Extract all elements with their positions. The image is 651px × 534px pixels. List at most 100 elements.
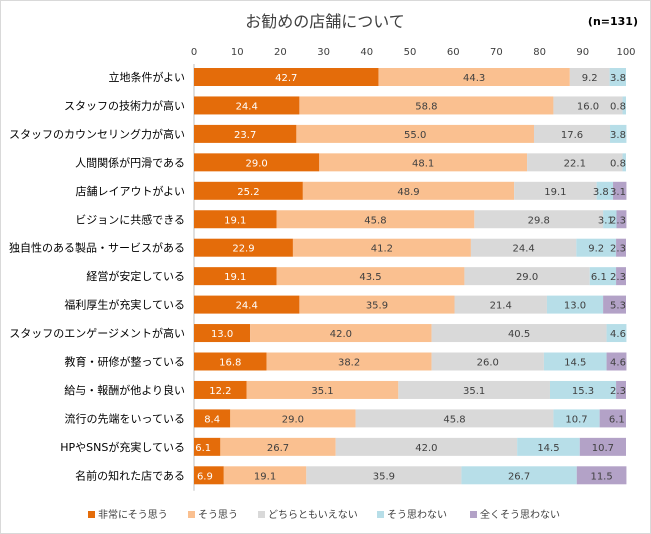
bar-segment (194, 466, 224, 485)
category-label: 経営が安定している (86, 269, 185, 283)
bar-segment (220, 437, 336, 456)
data-label: 3.1 (610, 187, 626, 198)
data-label: 4.6 (610, 358, 626, 369)
data-label: 19.1 (224, 215, 246, 226)
bar-segment (470, 238, 577, 257)
bar-segment (194, 267, 277, 286)
bar-segment (276, 267, 465, 286)
bar-segment (616, 380, 626, 399)
bar-segment (616, 210, 627, 229)
bar-segment (514, 181, 597, 200)
data-label: 29.0 (282, 414, 304, 425)
data-label: 2.3 (610, 272, 626, 283)
data-label: 44.3 (463, 73, 485, 84)
legend-swatch (188, 511, 195, 518)
bar-segment (606, 352, 627, 371)
bar-segment (194, 210, 277, 229)
bar-segment (616, 238, 626, 257)
data-label: 43.5 (359, 272, 381, 283)
bar-segment (319, 153, 528, 172)
data-label: 6.9 (197, 471, 213, 482)
legend-label: 全くそう思わない (480, 508, 560, 521)
legend-swatch (88, 511, 95, 518)
bar-segment (603, 210, 617, 229)
data-label: 45.8 (443, 414, 465, 425)
bar-segment (461, 466, 577, 485)
data-label: 6.1 (195, 443, 211, 454)
bar-segment (194, 324, 251, 343)
bar-segment (299, 96, 554, 115)
category-labels: 立地条件がよいスタッフの技術力が高いスタッフのカウンセリング力が高い人間関係が円… (9, 70, 185, 482)
bar-segment (194, 96, 300, 115)
data-label: 19.1 (224, 272, 246, 283)
bar-segment (596, 181, 614, 200)
bar-segment (549, 380, 617, 399)
bar-segment (546, 295, 604, 314)
data-label: 3.8 (610, 73, 626, 84)
bar-segment (194, 153, 320, 172)
bar-segment (292, 238, 471, 257)
data-label: 55.0 (404, 130, 426, 141)
bar-segment (610, 124, 627, 143)
data-label: 13.0 (564, 301, 586, 312)
data-label: 6.1 (591, 272, 607, 283)
sample-size-label: (n=131) (588, 15, 638, 28)
bar-segment (306, 466, 462, 485)
data-label: 29.8 (528, 215, 550, 226)
x-tick-label: 20 (274, 47, 287, 58)
bar-segment (299, 295, 455, 314)
bar-segment (335, 437, 518, 456)
category-label: 独自性のある製品・サービスがある (9, 241, 185, 255)
category-label: 福利厚生が充実している (64, 298, 185, 312)
data-label: 38.2 (338, 358, 360, 369)
category-label: 名前の知れた店である (75, 468, 185, 482)
data-label: 24.4 (236, 301, 258, 312)
bar-segment (606, 324, 627, 343)
data-label: 3.8 (593, 187, 609, 198)
bar-segment (622, 153, 626, 172)
data-label: 2.3 (610, 386, 626, 397)
data-label: 19.1 (254, 471, 276, 482)
data-label: 13.0 (211, 329, 233, 340)
bar-segment (194, 409, 231, 428)
category-label: 給与・報酬が他より良い (64, 383, 185, 397)
category-label: 人間関係が円滑である (75, 155, 185, 169)
data-label: 23.7 (234, 130, 256, 141)
x-tick-label: 0 (191, 47, 197, 58)
data-label: 17.6 (561, 130, 583, 141)
data-label: 24.4 (236, 101, 258, 112)
data-label: 10.7 (592, 443, 614, 454)
category-label: スタッフのカウンセリング力が高い (9, 127, 185, 141)
bar-segment (355, 409, 554, 428)
category-label: ビジョンに共感できる (75, 213, 185, 226)
bar-segment (296, 124, 534, 143)
bar-segment (398, 380, 550, 399)
legend-label: そう思わない (387, 509, 447, 521)
bar-segment (454, 295, 547, 314)
data-label: 35.9 (373, 471, 395, 482)
data-label: 29.0 (516, 272, 538, 283)
x-tick-label: 50 (404, 47, 417, 58)
bar-segment (302, 181, 515, 200)
data-label: 40.5 (508, 329, 530, 340)
legend-swatch (470, 511, 477, 518)
category-label: HPやSNSが充実している (60, 440, 185, 454)
data-label: 45.8 (364, 215, 386, 226)
data-label: 3.1 (598, 215, 614, 226)
category-label: 立地条件がよい (109, 70, 185, 84)
bar-segment (576, 238, 617, 257)
bar-segment (194, 238, 293, 257)
data-label: 4.6 (610, 329, 626, 340)
bar-segment (533, 124, 611, 143)
data-label: 29.0 (246, 158, 268, 169)
category-label: 流行の先端をいっている (65, 411, 185, 425)
data-label: 22.1 (564, 158, 586, 169)
data-label: 3.8 (610, 130, 626, 141)
bar-segment (517, 437, 580, 456)
data-label: 9.2 (588, 244, 604, 255)
data-label: 26.0 (477, 358, 499, 369)
data-label: 9.2 (582, 73, 598, 84)
category-label: 教育・研修が整っている (65, 355, 185, 369)
bar-segment (194, 124, 297, 143)
